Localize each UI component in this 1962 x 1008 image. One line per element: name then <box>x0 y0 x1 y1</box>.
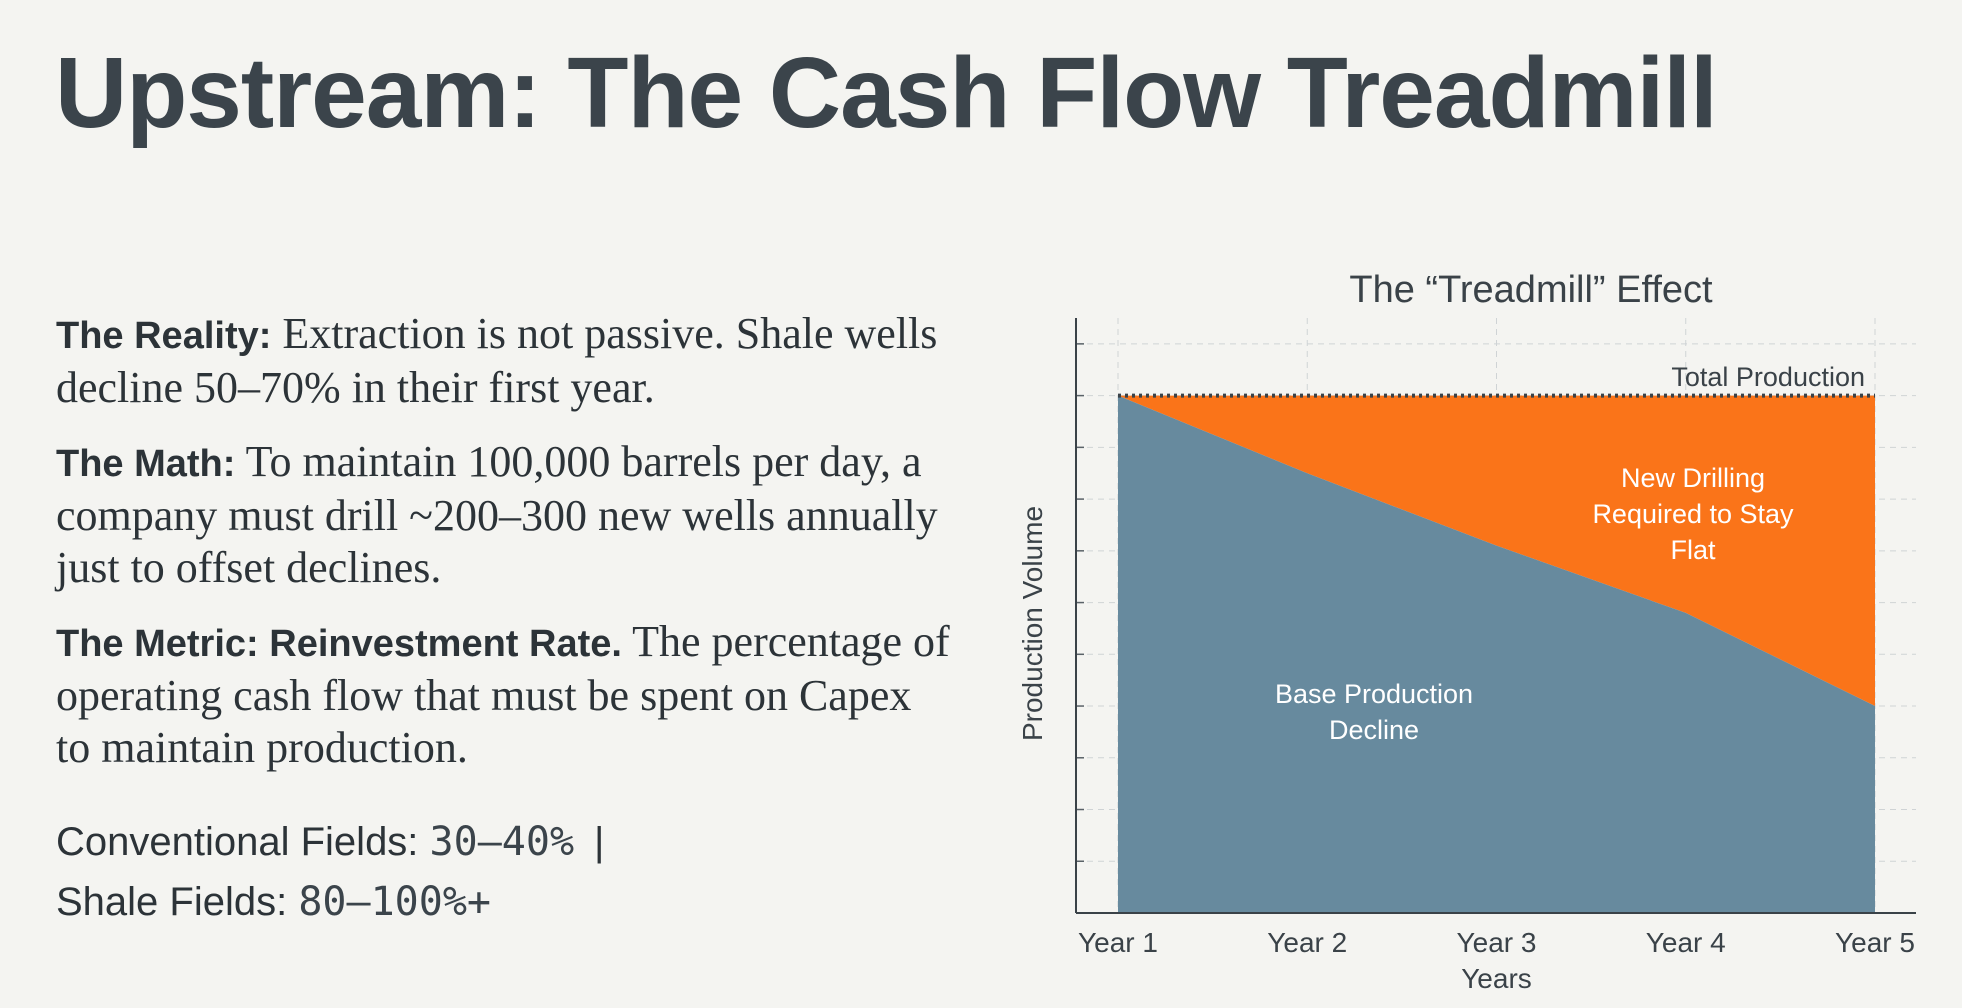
stat-separator: | <box>594 820 605 864</box>
stat-conventional-value: 30–40% <box>429 819 575 865</box>
reality-text: Extraction is not passive. Shale wells d… <box>56 309 938 412</box>
base-production-label: Base Production <box>1275 679 1473 709</box>
slide-title: Upstream: The Cash Flow Treadmill <box>55 37 1718 149</box>
stat-shale-value: 80–100%+ <box>298 879 491 925</box>
x-tick-label: Year 2 <box>1267 927 1347 958</box>
new-drilling-area <box>1118 395 1875 707</box>
new-drilling-label: New Drilling <box>1621 463 1765 493</box>
new-drilling-label: Flat <box>1670 535 1716 565</box>
reinvestment-stats: Conventional Fields: 30–40% | Shale Field… <box>56 812 956 932</box>
x-tick-label: Year 5 <box>1835 927 1915 958</box>
stat-shale-label: Shale Fields: <box>56 880 299 924</box>
x-tick-label: Year 1 <box>1078 927 1158 958</box>
base-production-area <box>1118 395 1875 913</box>
x-axis-label: Years <box>1461 963 1532 994</box>
stat-conventional-label: Conventional Fields: <box>56 820 430 864</box>
new-drilling-label: Required to Stay <box>1592 499 1794 529</box>
total-production-label: Total Production <box>1671 362 1865 392</box>
stat-shale: Shale Fields: 80–100%+ <box>56 872 956 932</box>
math-paragraph: The Math: To maintain 100,000 barrels pe… <box>56 436 956 594</box>
chart-title: The “Treadmill” Effect <box>1349 269 1713 311</box>
stat-conventional: Conventional Fields: 30–40% | <box>56 812 956 872</box>
base-production-label: Decline <box>1329 715 1419 745</box>
y-axis-label: Production Volume <box>1017 506 1048 741</box>
metric-lead: The Metric: Reinvestment Rate. <box>56 623 622 665</box>
text-column: The Reality: Extraction is not passive. … <box>56 308 956 932</box>
x-tick-label: Year 4 <box>1646 927 1726 958</box>
math-text: To maintain 100,000 barrels per day, a c… <box>56 437 938 592</box>
metric-paragraph: The Metric: Reinvestment Rate. The perce… <box>56 616 956 774</box>
math-lead: The Math: <box>56 443 236 485</box>
reality-paragraph: The Reality: Extraction is not passive. … <box>56 308 956 414</box>
x-tick-label: Year 3 <box>1457 927 1537 958</box>
metric-text: The percentage of operating cash flow th… <box>56 617 950 772</box>
reality-lead: The Reality: <box>56 315 272 357</box>
